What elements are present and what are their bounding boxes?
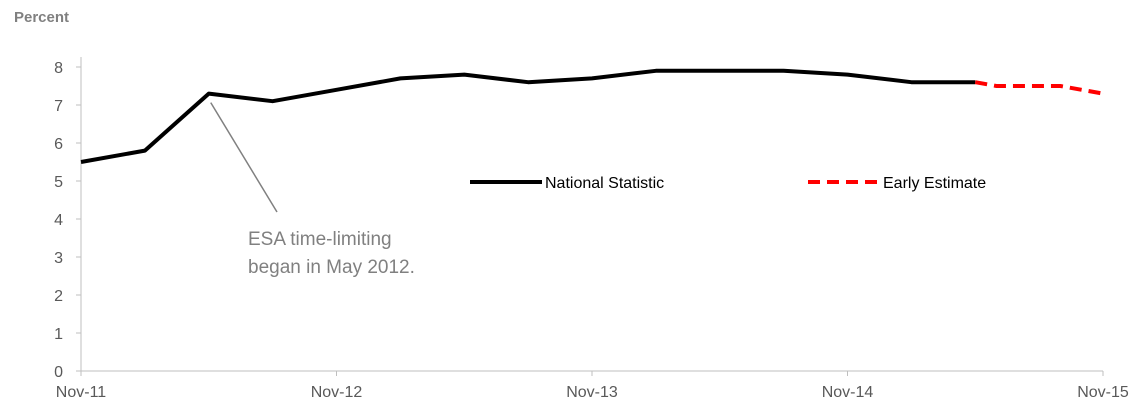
y-tick-label: 8: [54, 60, 63, 77]
y-ticks: 0 1 2 3 4 5 6 7 8: [54, 60, 81, 381]
x-tick-label: Nov-13: [566, 384, 618, 401]
y-tick-label: 0: [54, 364, 63, 381]
y-tick-label: 1: [54, 326, 63, 343]
y-tick-label: 7: [54, 98, 63, 115]
y-axis-label: Percent: [14, 9, 69, 26]
annotation-text: ESA time-limiting: [248, 229, 392, 250]
y-tick-label: 4: [54, 212, 63, 229]
x-tick-label: Nov-14: [822, 384, 874, 401]
legend-label: National Statistic: [545, 175, 664, 192]
series-line: [80, 68, 976, 164]
annotation-text: began in May 2012.: [248, 257, 415, 278]
y-tick-label: 3: [54, 250, 63, 267]
x-tick-label: Nov-12: [311, 384, 363, 401]
annotation-layer: ESA time-limiting began in May 2012.: [210, 102, 415, 278]
series-layer: [80, 68, 1104, 164]
legend-label: Early Estimate: [883, 175, 986, 192]
y-tick-label: 5: [54, 174, 63, 191]
x-tick-label: Nov-15: [1077, 384, 1129, 401]
series-line: [974, 80, 1104, 96]
x-ticks: Nov-11 Nov-12 Nov-13 Nov-14 Nov-15: [56, 371, 1129, 401]
y-tick-label: 6: [54, 136, 63, 153]
legend: National Statistic Early Estimate: [470, 175, 986, 192]
x-tick-label: Nov-11: [56, 384, 106, 401]
annotation-leader-line: [210, 102, 278, 213]
y-tick-label: 2: [54, 288, 63, 305]
